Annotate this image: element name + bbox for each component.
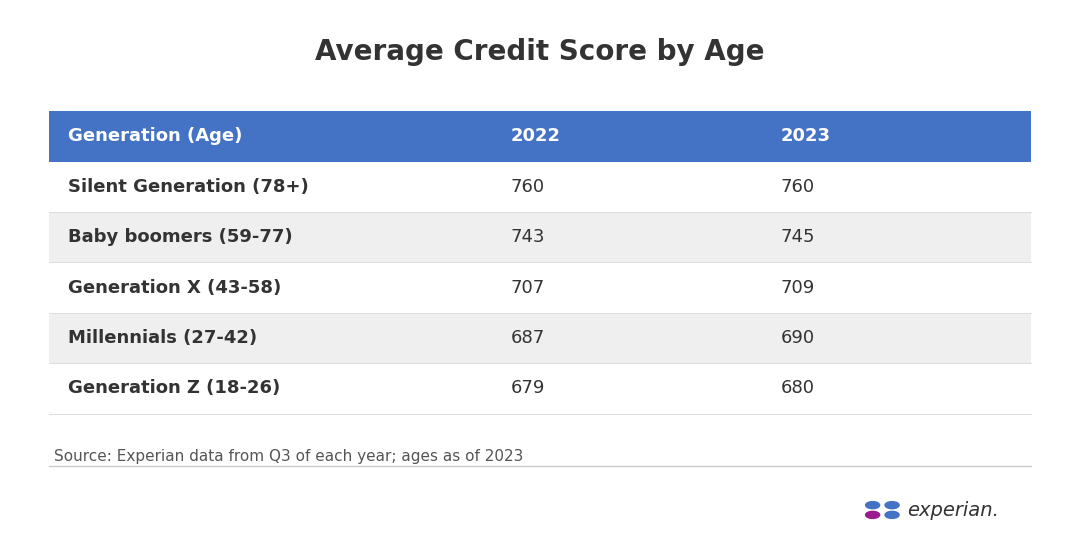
Text: Source: Experian data from Q3 of each year; ages as of 2023: Source: Experian data from Q3 of each ye… <box>54 449 524 464</box>
Text: Generation Z (18-26): Generation Z (18-26) <box>68 379 281 397</box>
Text: 709: 709 <box>781 279 814 296</box>
Text: 760: 760 <box>781 178 814 196</box>
Text: 743: 743 <box>510 228 544 246</box>
Text: Generation (Age): Generation (Age) <box>68 127 242 145</box>
Text: 680: 680 <box>781 379 814 397</box>
Text: Generation X (43-58): Generation X (43-58) <box>68 279 281 296</box>
Text: 760: 760 <box>510 178 544 196</box>
Text: 2022: 2022 <box>510 127 561 145</box>
Text: Millennials (27-42): Millennials (27-42) <box>68 329 257 347</box>
Text: Baby boomers (59-77): Baby boomers (59-77) <box>68 228 293 246</box>
Text: 690: 690 <box>781 329 814 347</box>
Text: 2023: 2023 <box>781 127 831 145</box>
Text: experian.: experian. <box>907 500 999 520</box>
Text: Silent Generation (78+): Silent Generation (78+) <box>68 178 309 196</box>
Text: 679: 679 <box>510 379 544 397</box>
Text: Average Credit Score by Age: Average Credit Score by Age <box>315 38 765 66</box>
Text: 707: 707 <box>510 279 544 296</box>
Text: 745: 745 <box>781 228 815 246</box>
Text: 687: 687 <box>510 329 544 347</box>
